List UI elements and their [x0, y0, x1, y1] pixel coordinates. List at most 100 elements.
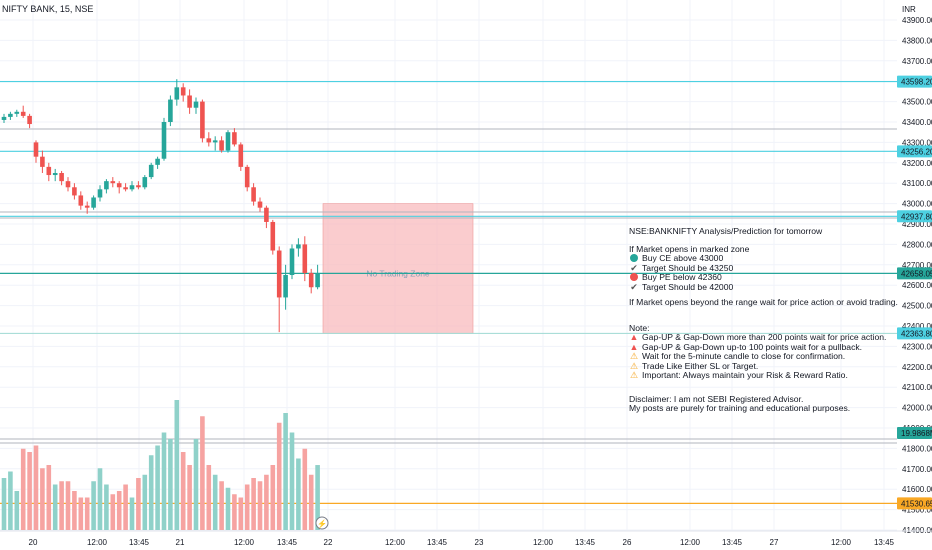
- volume-bar: [97, 468, 103, 530]
- volume-bar: [225, 487, 231, 530]
- price-tick-label: 43300.00: [902, 138, 932, 147]
- price-tick-label: 43800.00: [902, 36, 932, 45]
- time-tick-label: 13:45: [722, 538, 743, 547]
- time-tick-label: 13:45: [874, 538, 895, 547]
- candle-body: [251, 187, 256, 202]
- volume-bar: [187, 465, 192, 530]
- candle-body: [33, 142, 39, 157]
- candle-body: [193, 101, 199, 108]
- disclaimer-line-2: My posts are purely for training and edu…: [629, 403, 851, 413]
- candle-body: [308, 272, 314, 288]
- volume-bar: [315, 465, 320, 530]
- volume-bar: [142, 474, 148, 530]
- time-tick-label: 12:00: [87, 538, 108, 547]
- price-badge: [897, 327, 932, 340]
- volume-bar: [14, 491, 20, 530]
- volume-bar: [174, 400, 180, 530]
- candle-body: [155, 158, 160, 165]
- volume-bar: [123, 484, 128, 530]
- price-tick-label: 42600.00: [902, 281, 932, 290]
- time-tick-label: 12:00: [680, 538, 701, 547]
- volume-bar: [155, 445, 160, 530]
- candle-body: [14, 111, 20, 114]
- list-item: ⚠ Important: Always maintain your Risk & …: [629, 370, 848, 381]
- price-badge: [897, 497, 932, 510]
- candle-body: [180, 87, 186, 96]
- svg-text:⚡: ⚡: [317, 519, 327, 529]
- candle-body: [40, 156, 45, 167]
- time-tick-label: 27: [770, 538, 779, 547]
- volume-bars: [1, 400, 320, 530]
- lightning-icon[interactable]: ⚡: [315, 516, 329, 530]
- check-icon: ✔: [630, 281, 638, 292]
- price-tick-label: 43200.00: [902, 159, 932, 168]
- time-tick-label: 21: [176, 538, 185, 547]
- volume-bar: [1, 478, 7, 530]
- volume-bar: [46, 465, 52, 530]
- beyond-range-text: If Market opens beyond the range wait fo…: [629, 297, 898, 307]
- time-tick-label: 22: [324, 538, 333, 547]
- candle-body: [148, 164, 154, 178]
- price-tick-label: 42500.00: [902, 302, 932, 311]
- list-item: ✔ Target Should be 43250: [630, 262, 734, 273]
- candle-body: [296, 244, 301, 249]
- price-tick-label: 41600.00: [902, 485, 932, 494]
- volume-bar: [40, 468, 45, 530]
- volume-bar: [212, 474, 218, 530]
- candle-body: [225, 132, 231, 151]
- price-tick-label: 43900.00: [902, 16, 932, 25]
- volume-bar: [52, 484, 58, 530]
- volume-bar: [84, 497, 90, 530]
- candle-body: [20, 111, 26, 116]
- candle-body: [244, 166, 250, 188]
- candle-body: [212, 140, 218, 143]
- price-tick-label: 41800.00: [902, 444, 932, 453]
- green-circle-icon: [630, 254, 638, 262]
- no-trading-zone-box[interactable]: [322, 203, 474, 334]
- volume-bar: [232, 494, 237, 530]
- volume-bar: [72, 491, 77, 530]
- time-tick-label: 13:45: [129, 538, 150, 547]
- volume-bar: [20, 448, 26, 530]
- volume-bar: [161, 432, 167, 530]
- time-axis[interactable]: 20 12:00 13:45 21 12:00 13:45 22 12:00 13:45 23 12…: [0, 530, 932, 547]
- symbol-title[interactable]: NIFTY BANK, 15, NSE: [2, 4, 94, 14]
- candle-body: [238, 144, 244, 167]
- volume-bar: [270, 465, 276, 530]
- volume-bar: [206, 465, 212, 530]
- candle-body: [302, 244, 308, 273]
- candle-body: [104, 181, 109, 190]
- currency-label: INR: [902, 5, 916, 14]
- volume-bar: [110, 494, 116, 530]
- time-tick-label: 12:00: [234, 538, 255, 547]
- candle-body: [232, 132, 237, 145]
- price-badge: [897, 210, 932, 223]
- candle-body: [206, 138, 212, 143]
- volume-bar: [264, 474, 269, 530]
- price-tick-label: 42300.00: [902, 342, 932, 351]
- candle-body: [27, 115, 32, 125]
- note-title: Note:: [629, 323, 650, 333]
- volume-bar: [200, 416, 205, 530]
- time-tick-label: 13:45: [427, 538, 448, 547]
- price-axis[interactable]: 43900.0043800.0043700.0043600.0043500.00…: [897, 16, 932, 535]
- candle-body: [168, 99, 173, 122]
- disclaimer-line-1: Disclaimer: I am not SEBI Registered Adv…: [629, 394, 804, 404]
- price-badge-label: 43256.20: [901, 147, 932, 156]
- price-tick-label: 43000.00: [902, 200, 932, 209]
- candle-body: [46, 166, 52, 176]
- volume-bar: [78, 497, 84, 530]
- candle-body: [72, 187, 77, 196]
- warning-icon: ⚠: [629, 360, 639, 371]
- analysis-items: Buy CE above 43000 ✔ Target Should be 432…: [629, 253, 919, 292]
- price-tick-label: 43100.00: [902, 179, 932, 188]
- list-item: ✔ Target Should be 42000: [630, 281, 734, 292]
- list-item: ▲ Gap-UP & Gap-Down up-to 100 points wait…: [629, 341, 863, 352]
- candle-body: [97, 189, 103, 198]
- volume-bar: [148, 455, 154, 530]
- volume-bar: [116, 491, 122, 530]
- price-tick-label: 41500.00: [902, 506, 932, 515]
- candle-body: [283, 275, 288, 298]
- time-tick-label: 26: [623, 538, 632, 547]
